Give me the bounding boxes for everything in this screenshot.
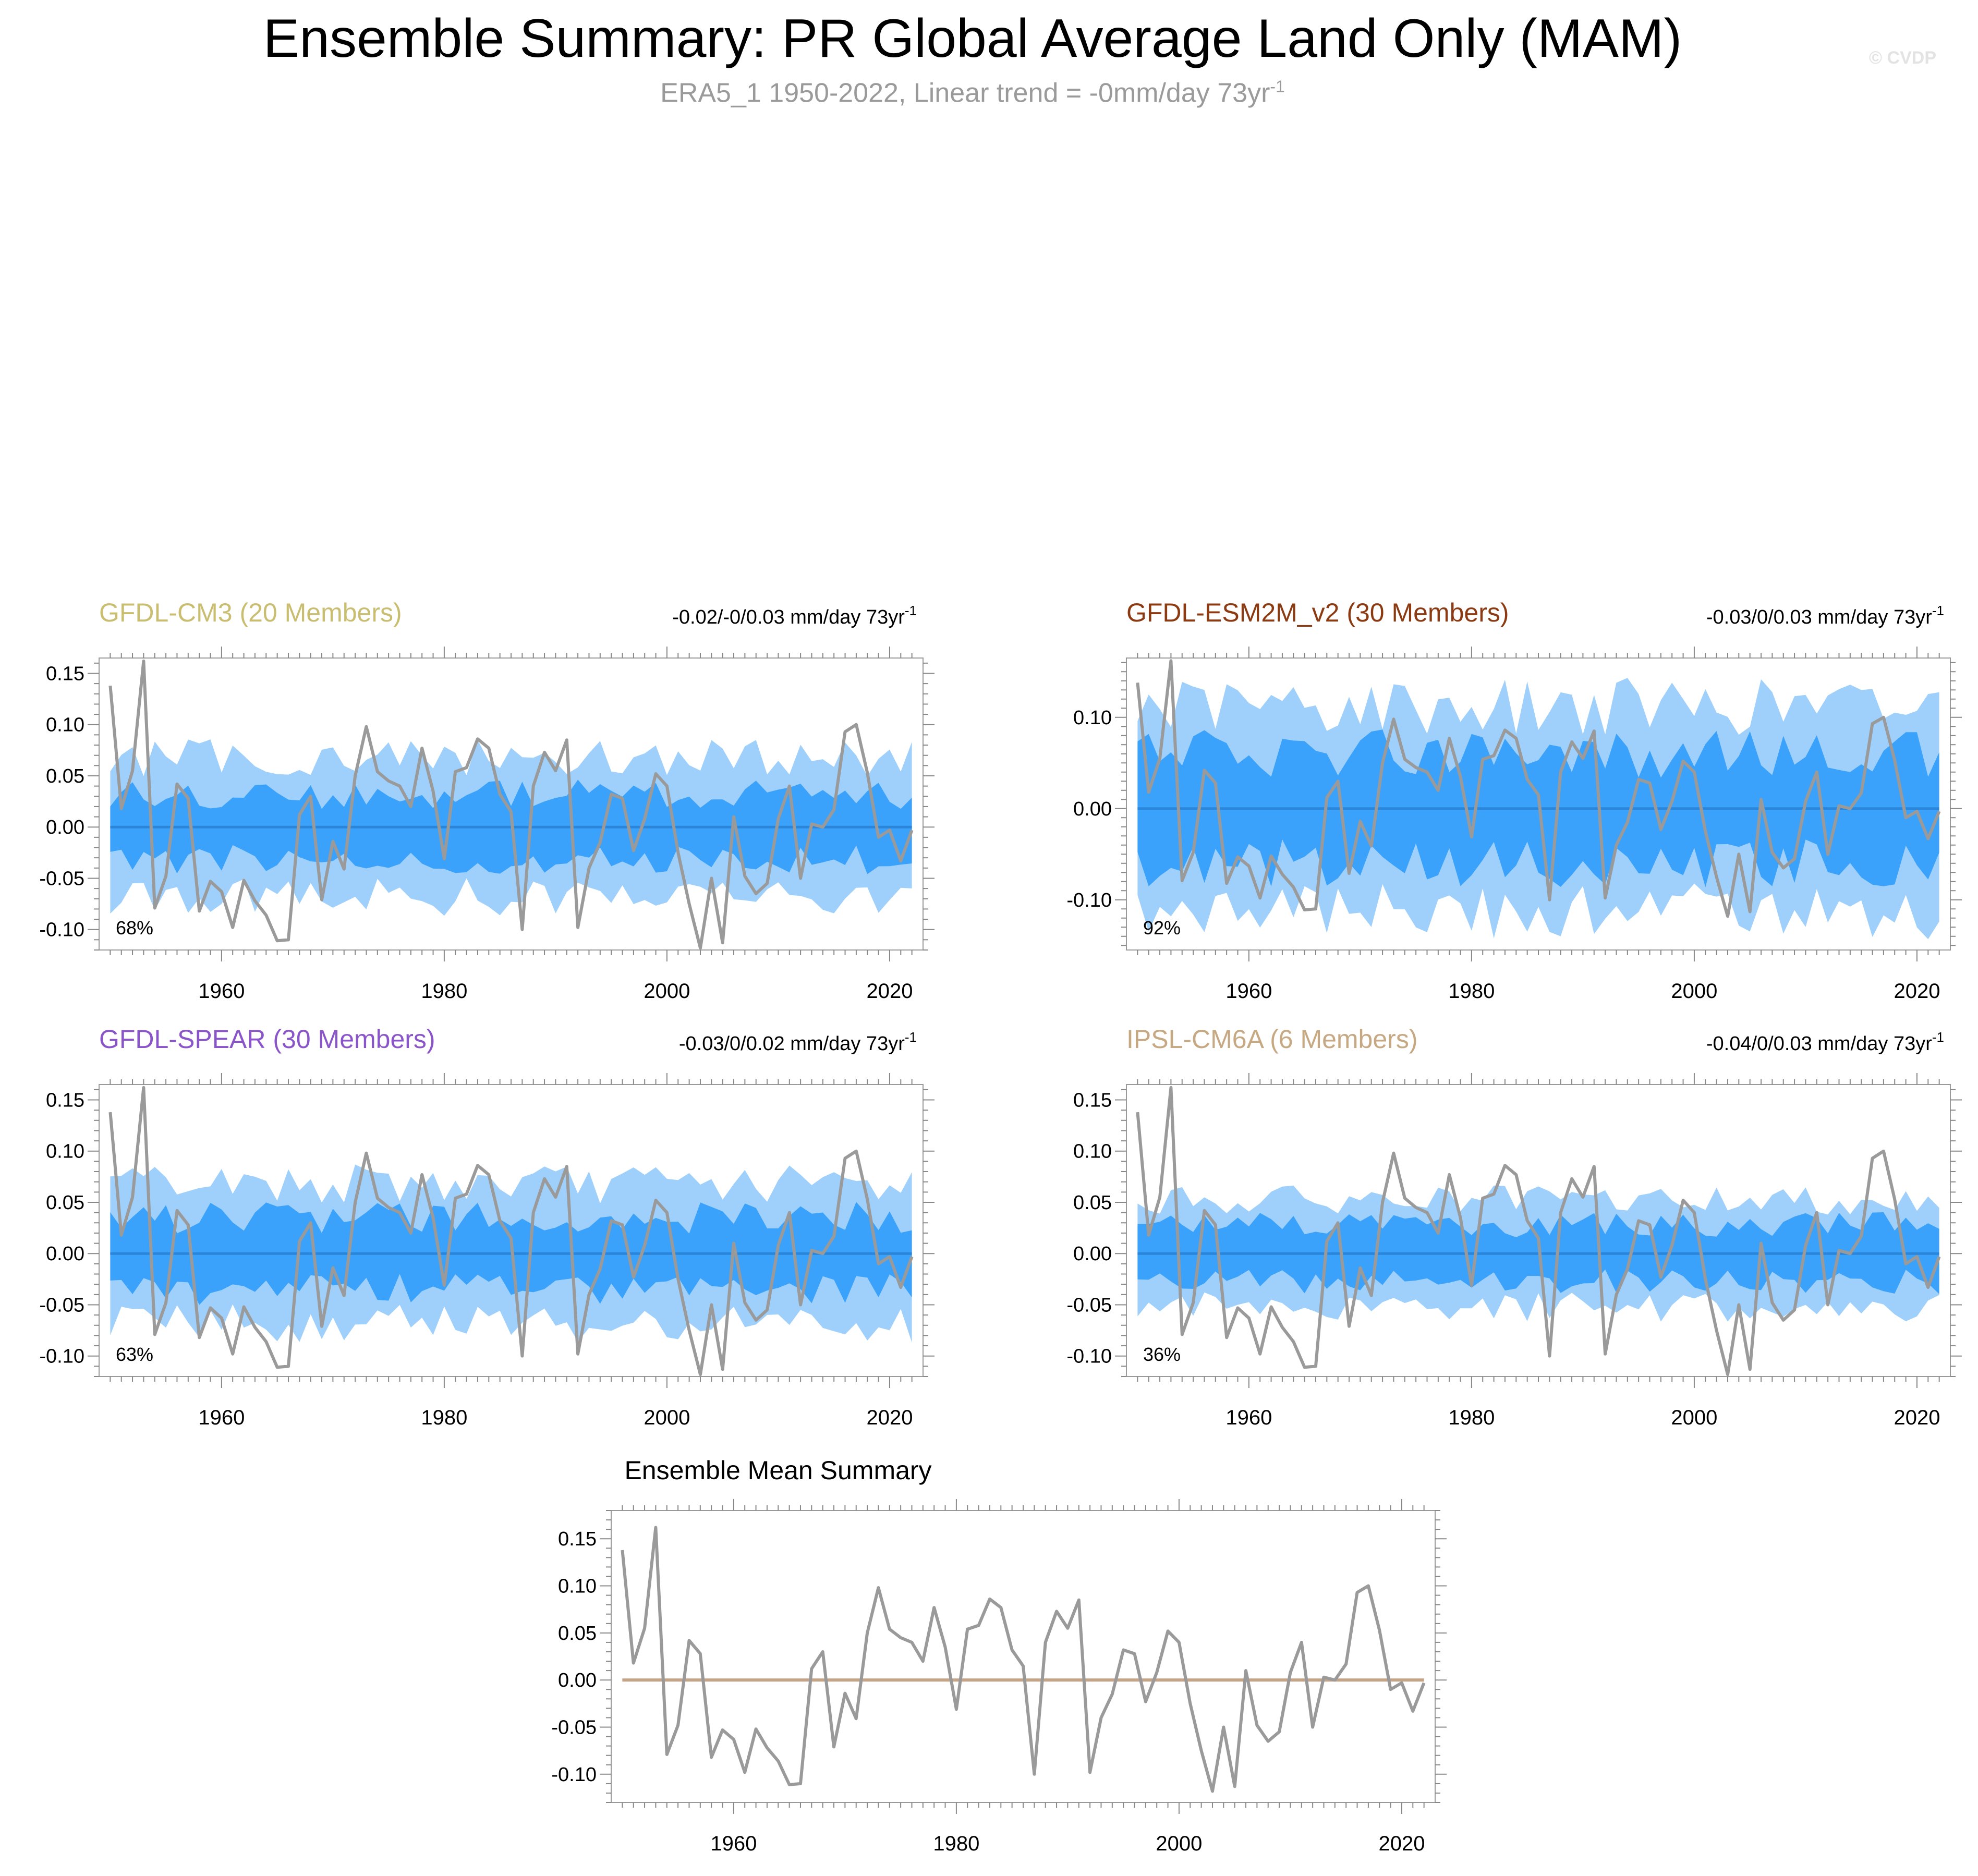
observation-line bbox=[621, 1526, 1426, 1793]
y-tick-label: -0.10 bbox=[1066, 1346, 1112, 1368]
y-tick-label: 0.15 bbox=[558, 1528, 597, 1550]
copyright-label: © CVDP bbox=[1869, 48, 1936, 68]
panel-trend-label: -0.02/-0/0.03 mm/day 73yr-1 bbox=[672, 603, 917, 628]
panel-trend-label: -0.03/0/0.03 mm/day 73yr-1 bbox=[1706, 603, 1944, 628]
y-tick-label: 0.15 bbox=[1073, 1089, 1112, 1111]
subtitle-superscript: -1 bbox=[1270, 77, 1285, 96]
y-tick-label: 0.05 bbox=[1073, 1192, 1112, 1214]
y-tick-label: -0.10 bbox=[551, 1764, 597, 1786]
panel-title: GFDL-SPEAR (30 Members) bbox=[99, 1025, 435, 1054]
observation-line bbox=[108, 1086, 914, 1376]
y-tick-label: 0.10 bbox=[1073, 1141, 1112, 1163]
y-tick-label: 0.05 bbox=[558, 1623, 597, 1644]
x-tick-label: 1960 bbox=[1225, 980, 1272, 1003]
x-tick-label: 2020 bbox=[1894, 980, 1940, 1003]
x-tick-label: 1980 bbox=[421, 980, 467, 1003]
plot-frame bbox=[611, 1510, 1436, 1803]
y-tick-label: 0.15 bbox=[46, 1089, 84, 1111]
observation-line bbox=[108, 659, 914, 950]
x-tick-label: 2000 bbox=[644, 980, 690, 1003]
y-tick-label: -0.05 bbox=[1066, 1294, 1112, 1316]
chart-panel-1: 0.15 0.10 0.05 0.00 -0.05 -0.10 1960 1980 2000 20… bbox=[39, 598, 935, 1003]
x-tick-label: 1980 bbox=[933, 1832, 979, 1855]
y-tick-label: 0.00 bbox=[46, 1243, 84, 1265]
y-tick-label: -0.10 bbox=[39, 919, 84, 941]
x-tick-label: 1960 bbox=[198, 980, 245, 1003]
subtitle-text: ERA5_1 1950-2022, Linear trend = -0mm/da… bbox=[660, 78, 1270, 108]
panel-percent-label: 68% bbox=[116, 917, 153, 939]
page-title: Ensemble Summary: PR Global Average Land… bbox=[263, 8, 1682, 69]
panel-trend-label: -0.03/0/0.02 mm/day 73yr-1 bbox=[679, 1029, 917, 1055]
panel-title: GFDL-ESM2M_v2 (30 Members) bbox=[1126, 598, 1509, 627]
panel-title: GFDL-CM3 (20 Members) bbox=[99, 598, 402, 627]
x-tick-label: 2020 bbox=[1378, 1832, 1425, 1855]
page-subtitle: ERA5_1 1950-2022, Linear trend = -0mm/da… bbox=[0, 77, 1945, 108]
x-tick-label: 2020 bbox=[866, 1406, 913, 1429]
x-tick-label: 1980 bbox=[1448, 1406, 1495, 1429]
y-tick-label: 0.15 bbox=[46, 663, 84, 685]
summary-panel-title: Ensemble Mean Summary bbox=[624, 1456, 931, 1485]
x-tick-label: 2020 bbox=[866, 980, 913, 1003]
chart-panel-3: 0.15 0.10 0.05 0.00 -0.05 -0.10 1960 1980 2000 20… bbox=[39, 1025, 935, 1429]
x-tick-label: 2000 bbox=[644, 1406, 690, 1429]
observation-line bbox=[1136, 659, 1941, 918]
y-tick-label: 0.00 bbox=[558, 1670, 597, 1691]
panel-trend-label: -0.04/0/0.03 mm/day 73yr-1 bbox=[1706, 1029, 1944, 1055]
panel-title: IPSL-CM6A (6 Members) bbox=[1126, 1025, 1417, 1054]
x-tick-label: 1980 bbox=[421, 1406, 467, 1429]
y-tick-label: 0.00 bbox=[46, 817, 84, 838]
chart-panel-2: 0.10 0.00 -0.10 1960 1980 2000 2020 GFDL-ESM2M_… bbox=[1066, 598, 1962, 1003]
y-tick-label: 0.10 bbox=[46, 714, 84, 736]
y-tick-label: -0.05 bbox=[39, 1294, 84, 1316]
panel-percent-label: 92% bbox=[1143, 917, 1181, 939]
chart-panel-4: 0.15 0.10 0.05 0.00 -0.05 -0.10 1960 1980 2000 20… bbox=[1066, 1025, 1962, 1429]
y-tick-label: 0.00 bbox=[1073, 798, 1112, 820]
y-tick-label: 0.10 bbox=[46, 1141, 84, 1163]
chart-panel-5: 0.15 0.10 0.05 0.00 -0.05 -0.10 1960 1980 2000 20… bbox=[551, 1456, 1447, 1855]
x-tick-label: 1960 bbox=[710, 1832, 757, 1855]
y-tick-label: -0.10 bbox=[1066, 890, 1112, 911]
panel-percent-label: 36% bbox=[1143, 1344, 1181, 1365]
x-tick-label: 2000 bbox=[1671, 980, 1717, 1003]
y-tick-label: -0.10 bbox=[39, 1346, 84, 1368]
x-tick-label: 1960 bbox=[198, 1406, 245, 1429]
x-tick-label: 1960 bbox=[1225, 1406, 1272, 1429]
y-tick-label: 0.05 bbox=[46, 1192, 84, 1214]
panel-percent-label: 63% bbox=[116, 1344, 153, 1365]
y-tick-label: -0.05 bbox=[39, 868, 84, 890]
y-tick-label: 0.10 bbox=[1073, 707, 1112, 729]
x-tick-label: 2000 bbox=[1156, 1832, 1202, 1855]
observation-line bbox=[1136, 1086, 1941, 1376]
x-tick-label: 1980 bbox=[1448, 980, 1495, 1003]
y-tick-label: 0.10 bbox=[558, 1576, 597, 1598]
x-tick-label: 2020 bbox=[1894, 1406, 1940, 1429]
x-tick-label: 2000 bbox=[1671, 1406, 1717, 1429]
y-tick-label: -0.05 bbox=[551, 1716, 597, 1738]
y-tick-label: 0.00 bbox=[1073, 1243, 1112, 1265]
y-tick-label: 0.05 bbox=[46, 765, 84, 787]
